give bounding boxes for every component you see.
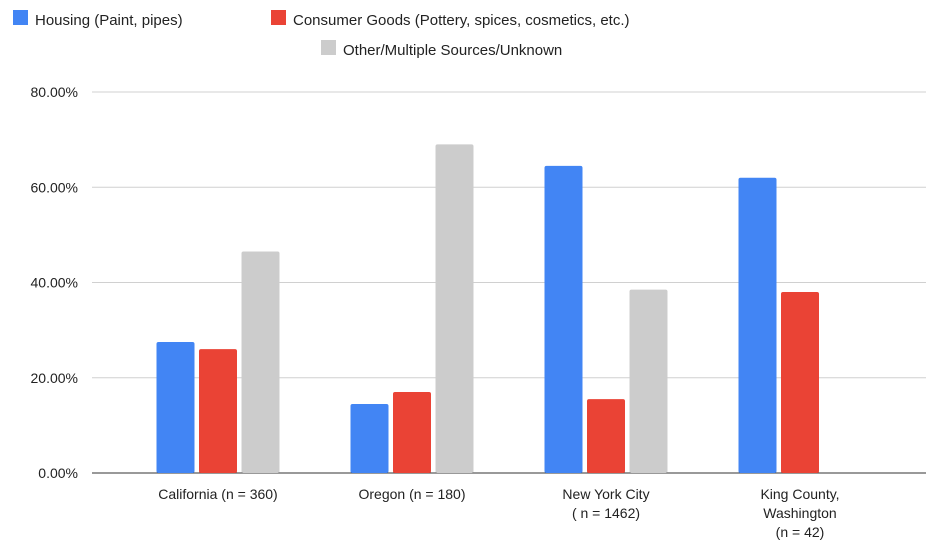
bar-1-1 [156, 342, 195, 473]
legend-swatch-1 [13, 10, 28, 25]
bar-1-2 [350, 403, 389, 473]
bars [156, 144, 819, 473]
bar-1-3 [544, 165, 583, 473]
y-tick-label: 60.00% [31, 179, 78, 195]
x-category-label: (n = 42) [776, 524, 825, 540]
bar-3-3 [629, 289, 668, 473]
legend-label-1: Housing (Paint, pipes) [35, 12, 183, 29]
bar-2-2 [393, 392, 431, 473]
legend-label-3: Other/Multiple Sources/Unknown [343, 42, 562, 59]
bar-2-3 [587, 399, 625, 473]
x-category-label: ( n = 1462) [572, 505, 640, 521]
bar-3-1 [241, 251, 280, 473]
y-axis-labels: 0.00% 20.00% 40.00% 60.00% 80.00% [31, 84, 78, 481]
bar-2-1 [199, 349, 237, 473]
x-category-label: Oregon (n = 180) [358, 486, 465, 502]
y-tick-label: 20.00% [31, 370, 78, 386]
y-tick-label: 80.00% [31, 84, 78, 100]
x-category-label: Washington [763, 505, 836, 521]
x-category-label: King County, [760, 486, 839, 502]
legend-swatch-3 [321, 40, 336, 55]
bar-3-2 [435, 144, 474, 473]
x-axis-labels: California (n = 360) Oregon (n = 180) New … [158, 486, 839, 540]
y-tick-label: 0.00% [38, 465, 78, 481]
legend-swatch-2 [271, 10, 286, 25]
legend: Housing (Paint, pipes) Consumer Goods (Po… [13, 10, 630, 59]
legend-label-2: Consumer Goods (Pottery, spices, cosmeti… [293, 12, 630, 29]
x-category-label: California (n = 360) [158, 486, 277, 502]
bar-2-4 [781, 292, 819, 473]
y-tick-label: 40.00% [31, 275, 78, 291]
x-category-label: New York City [562, 486, 649, 502]
bar-1-4 [738, 177, 777, 473]
